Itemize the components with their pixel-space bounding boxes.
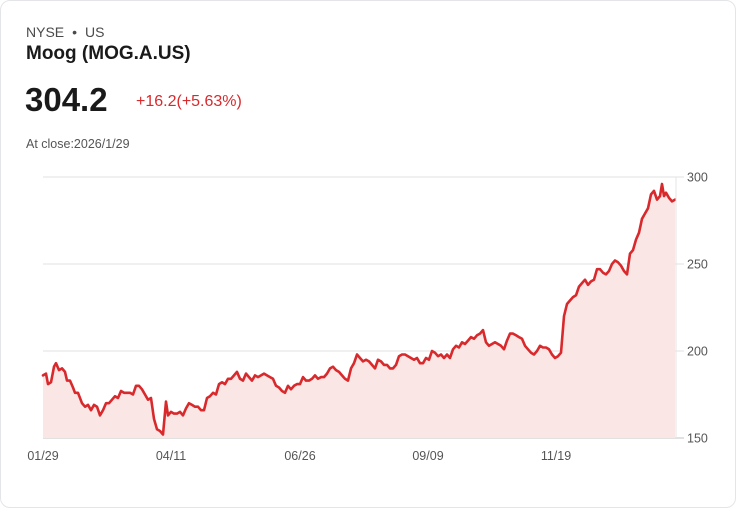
exchange-name: NYSE xyxy=(26,24,65,40)
x-tick-label: 01/29 xyxy=(27,449,58,463)
chart-area-fill xyxy=(43,184,675,438)
exchange-line: NYSE • US xyxy=(26,24,104,40)
y-tick-label: 200 xyxy=(687,345,708,359)
y-tick-label: 150 xyxy=(687,432,708,446)
x-tick-label: 04/11 xyxy=(156,449,186,463)
price-change: +16.2(+5.63%) xyxy=(136,93,242,110)
current-price: 304.2 xyxy=(25,81,108,118)
region: US xyxy=(85,24,105,40)
close-date: At close:2026/1/29 xyxy=(26,137,130,151)
x-tick-label: 06/26 xyxy=(284,449,315,463)
y-tick-label: 300 xyxy=(687,171,708,185)
x-tick-label: 11/19 xyxy=(541,449,571,463)
x-tick-label: 09/09 xyxy=(412,449,443,463)
y-tick-label: 250 xyxy=(687,258,708,272)
x-axis: 01/29 04/11 06/26 09/09 11/19 xyxy=(27,449,571,463)
y-axis: 150 200 250 300 xyxy=(687,171,708,446)
stock-name: Moog (MOG.A.US) xyxy=(26,43,191,64)
separator-dot: • xyxy=(72,24,78,40)
chart-price-line xyxy=(41,182,677,436)
